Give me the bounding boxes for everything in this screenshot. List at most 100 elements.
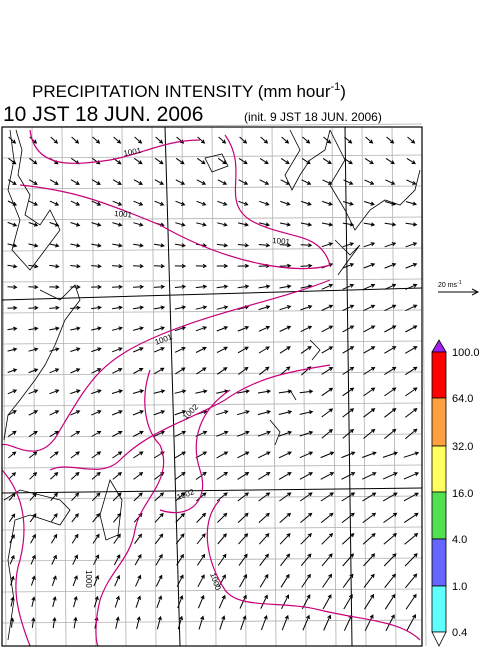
wind-arrow (7, 326, 18, 331)
wind-arrow (8, 472, 17, 480)
wind-arrow (9, 534, 15, 544)
wind-arrow (8, 157, 17, 165)
reference-text: 20 ms (438, 282, 458, 289)
wind-arrow (259, 157, 269, 165)
wind-arrow (195, 451, 208, 459)
wind-arrow (195, 346, 207, 353)
wind-arrow (70, 326, 81, 331)
wind-arrow (342, 283, 355, 290)
colorbar-cell (431, 585, 447, 633)
wind-arrow (322, 573, 333, 588)
wind-arrow (259, 200, 270, 206)
major-grid-line (1, 487, 423, 494)
wind-arrow (28, 410, 39, 416)
wind-arrow (91, 347, 102, 353)
wind-arrow (279, 346, 291, 354)
wind-arrow (91, 305, 102, 310)
wind-arrow (363, 283, 376, 290)
wind-arrow (217, 512, 228, 523)
wind-arrow (70, 284, 81, 290)
wind-arrow (279, 492, 292, 502)
wind-arrow (280, 179, 291, 185)
wind-arrow (91, 179, 101, 185)
wind-arrow (176, 574, 184, 587)
wind-arrow (384, 304, 397, 312)
wind-arrow (385, 157, 395, 165)
grid-line (1, 557, 423, 562)
wind-arrow (29, 471, 38, 480)
wind-arrow (10, 617, 15, 628)
wind-arrow (363, 222, 376, 227)
wind-arrow (218, 136, 227, 144)
wind-arrow (342, 201, 354, 206)
wind-arrow (49, 347, 60, 352)
colorbar-under (431, 631, 447, 647)
wind-arrow (28, 243, 39, 248)
wind-arrow (112, 492, 122, 502)
wind-arrow (384, 222, 397, 227)
wind-arrow (299, 410, 314, 415)
wind-arrow (237, 389, 250, 394)
wind-arrow (28, 347, 39, 352)
wind-arrow (280, 157, 290, 165)
wind-arrow (278, 430, 293, 437)
wind-arrow (383, 512, 398, 524)
wind-arrow (112, 222, 123, 227)
wind-arrow (364, 614, 374, 632)
wind-arrow (92, 512, 101, 523)
wind-arrow (49, 243, 60, 248)
wind-arrow (28, 284, 39, 290)
wind-arrow (132, 410, 144, 416)
wind-arrow (71, 492, 80, 502)
wind-arrow (237, 346, 249, 354)
wind-arrow (299, 472, 314, 480)
wind-arrow (301, 157, 311, 165)
wind-arrow (132, 389, 145, 394)
wind-arrow (70, 471, 80, 480)
wind-arrow (91, 471, 101, 480)
wind-arrow (342, 325, 355, 333)
wind-arrow (362, 512, 377, 524)
wind-arrow (260, 615, 268, 631)
wind-arrow (134, 554, 142, 566)
wind-arrow (197, 136, 206, 144)
wind-arrow (91, 431, 102, 437)
wind-arrow (154, 243, 165, 248)
wind-arrow (344, 136, 353, 144)
wind-arrow (174, 284, 187, 289)
wind-arrow (216, 326, 229, 332)
wind-arrow (237, 430, 250, 437)
wind-arrow (343, 614, 353, 631)
wind-arrow (258, 512, 270, 523)
wind-arrow (49, 305, 60, 310)
grid-line (91, 126, 97, 647)
grid-line (361, 126, 367, 647)
colorbar-cell (431, 397, 447, 447)
wind-arrow (71, 533, 79, 544)
wind-arrow (175, 512, 185, 523)
wind-arrow (405, 325, 418, 333)
coastline (3, 489, 71, 641)
wind-arrow (29, 136, 38, 144)
grid-line (31, 126, 37, 647)
wind-arrow (49, 222, 60, 227)
wind-arrow (405, 242, 418, 248)
wind-arrow (362, 492, 377, 502)
wind-arrow (153, 263, 166, 269)
wind-arrow (405, 283, 418, 290)
grid-line (421, 126, 427, 647)
wind-arrow (134, 533, 142, 544)
wind-arrow (49, 389, 60, 395)
wind-arrow (71, 513, 79, 523)
wind-arrow (174, 305, 187, 310)
wind-arrow (175, 367, 186, 375)
wind-arrow (405, 304, 418, 312)
wind-arrow (300, 305, 313, 311)
isobar (1, 469, 31, 647)
isobars (1, 129, 421, 647)
wind-arrow (111, 389, 124, 394)
wind-arrow (156, 615, 162, 630)
wind-arrow (384, 387, 397, 397)
wind-vectors (7, 136, 420, 632)
wind-arrow (301, 573, 311, 588)
